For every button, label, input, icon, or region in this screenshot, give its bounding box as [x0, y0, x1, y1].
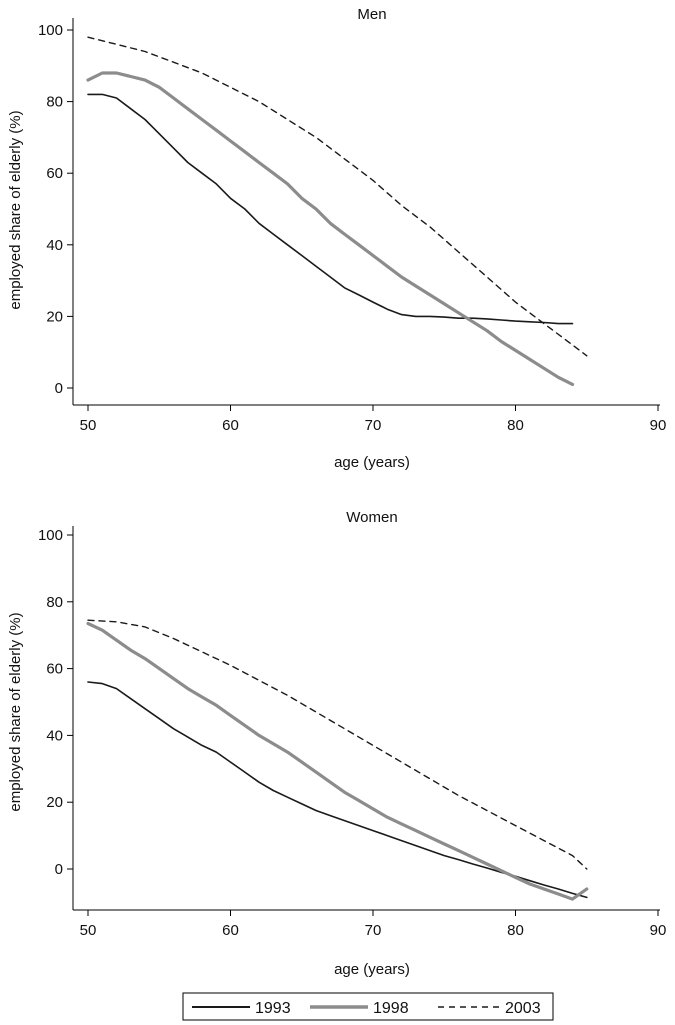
- y-tick-label: 100: [38, 22, 63, 39]
- y-tick-label: 20: [46, 794, 63, 811]
- x-tick-label: 70: [365, 922, 382, 939]
- x-axis-title: age (years): [334, 454, 410, 471]
- legend-label-1998: 1998: [373, 1000, 409, 1017]
- x-tick-label: 80: [507, 922, 524, 939]
- y-axis-title: employed share of elderly (%): [7, 612, 24, 811]
- series-line-1993: [87, 93, 574, 325]
- y-ticks: 0 20 40 60 80 100: [38, 22, 73, 397]
- x-tick-label: 50: [80, 922, 97, 939]
- y-tick-label: 60: [46, 661, 63, 678]
- series-line-1993: [87, 681, 588, 899]
- panel-title: Women: [346, 509, 397, 526]
- series-line-1998: [86, 621, 589, 901]
- series-layer: [86, 36, 588, 386]
- y-tick-label: 100: [38, 527, 63, 544]
- x-ticks: 50 60 70 80 90: [80, 405, 667, 434]
- y-tick-label: 40: [46, 237, 63, 254]
- y-tick-label: 80: [46, 94, 63, 111]
- y-tick-label: 80: [46, 594, 63, 611]
- y-ticks: 0 20 40 60 80 100: [38, 527, 73, 878]
- series-line-2003: [87, 36, 588, 357]
- y-axis-title: employed share of elderly (%): [7, 110, 24, 309]
- legend-label-1993: 1993: [255, 1000, 291, 1017]
- x-tick-label: 70: [365, 417, 382, 434]
- x-tick-label: 80: [507, 417, 524, 434]
- x-tick-label: 60: [222, 922, 239, 939]
- y-tick-label: 0: [55, 380, 63, 397]
- x-tick-label: 50: [80, 417, 97, 434]
- y-tick-label: 40: [46, 727, 63, 744]
- series-line-1998: [86, 71, 575, 386]
- series-layer: [86, 619, 589, 901]
- y-tick-label: 60: [46, 165, 63, 182]
- x-axis-title: age (years): [334, 961, 410, 978]
- legend: 1993 1998 2003: [182, 992, 554, 1021]
- panel-title: Men: [357, 6, 386, 23]
- x-tick-label: 90: [650, 922, 667, 939]
- women-panel: Women 0 20 40 60 80 100 50 60 70 80 90 age (years…: [7, 509, 666, 978]
- x-ticks: 50 60 70 80 90: [80, 910, 667, 939]
- series-line-2003: [87, 619, 588, 870]
- legend-label-2003: 2003: [505, 1000, 541, 1017]
- y-tick-label: 0: [55, 861, 63, 878]
- x-tick-label: 60: [222, 417, 239, 434]
- y-tick-label: 20: [46, 308, 63, 325]
- x-tick-label: 90: [650, 417, 667, 434]
